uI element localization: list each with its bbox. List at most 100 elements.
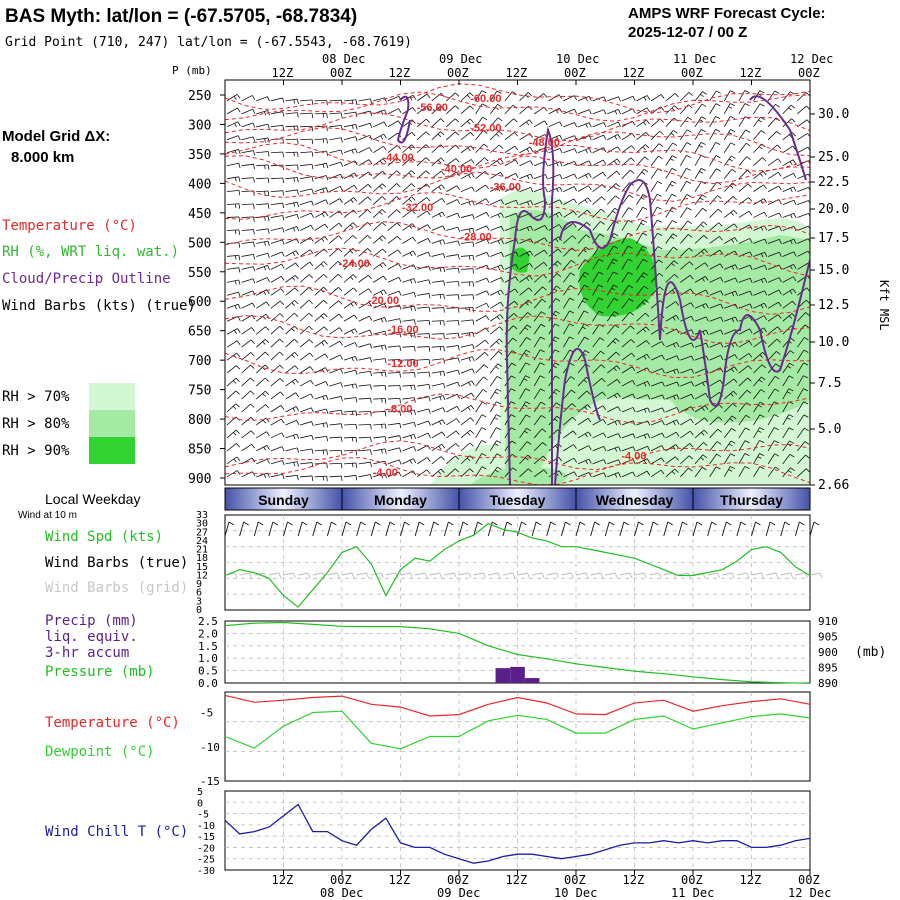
- barb-staff: [416, 251, 429, 257]
- wind-barb: [329, 368, 344, 374]
- barb-staff: [241, 203, 254, 205]
- barb-staff: [694, 342, 707, 348]
- barb-staff: [709, 103, 717, 115]
- barb-flag: [379, 211, 383, 215]
- wind-barb: [782, 375, 794, 387]
- wind-barb: [256, 177, 270, 184]
- barb-staff: [343, 148, 356, 154]
- wind-barb: [636, 445, 651, 452]
- barb-flag: [496, 427, 501, 431]
- wind-barb: [226, 93, 241, 102]
- wind-barb: [358, 410, 372, 417]
- barb-flag: [661, 354, 665, 360]
- barb-flag: [455, 430, 460, 435]
- barb-flag: [686, 180, 692, 184]
- barb-staff: [636, 407, 648, 413]
- barb-flag: [790, 91, 795, 95]
- barb-flag: [511, 440, 517, 444]
- wind-barb: [709, 466, 721, 478]
- barb-staff: [460, 172, 472, 180]
- barb-flag: [351, 125, 354, 130]
- barb-staff: [548, 161, 561, 167]
- barb-flag: [632, 393, 636, 399]
- barb-staff: [650, 394, 663, 400]
- barb-flag: [790, 337, 795, 342]
- grid-barb-staff: [649, 572, 660, 576]
- barb-flag: [409, 459, 413, 464]
- wind-barb: [490, 212, 504, 219]
- barb-staff: [517, 521, 522, 537]
- barb-staff: [533, 362, 541, 374]
- wind-barb: [504, 288, 519, 296]
- barb-flag: [454, 105, 460, 110]
- barb-flag: [643, 121, 647, 126]
- barb-flag: [252, 266, 256, 272]
- barb-flag: [326, 449, 328, 455]
- barb-staff: [226, 443, 237, 452]
- surface-wind-barb: [590, 521, 604, 579]
- wind-barb: [533, 455, 548, 465]
- wind-barb: [607, 446, 621, 452]
- barb-flag: [368, 288, 372, 293]
- barb-flag: [744, 466, 750, 469]
- barb-flag: [297, 164, 299, 170]
- barb-flag: [383, 289, 387, 295]
- barb-staff: [285, 177, 298, 180]
- wind-barb: [753, 302, 768, 309]
- barb-staff: [416, 469, 428, 478]
- barb-staff: [650, 233, 658, 244]
- barb-flag: [747, 183, 752, 188]
- barb-flag: [526, 324, 532, 329]
- wind-barb: [709, 222, 723, 231]
- barb-flag: [569, 297, 575, 301]
- barb-staff: [255, 364, 266, 374]
- barb-flag: [369, 329, 373, 335]
- wind-barb: [797, 250, 810, 257]
- barb-flag: [542, 286, 547, 291]
- barb-flag: [425, 131, 430, 136]
- barb-staff: [341, 521, 347, 537]
- barb-flag: [672, 220, 677, 224]
- wind-barb: [475, 389, 488, 400]
- barb-staff: [636, 119, 647, 128]
- wind-barb: [533, 323, 546, 335]
- barb-staff: [373, 317, 385, 322]
- isotherm-line: [225, 247, 810, 277]
- barb-flag: [440, 144, 445, 149]
- barb-flag: [804, 427, 809, 432]
- precip-tick-label: 1.5: [198, 640, 218, 653]
- barb-staff: [577, 122, 590, 128]
- grid-barb-flag: [439, 572, 443, 579]
- barb-flag: [691, 342, 695, 348]
- barb-staff: [314, 422, 327, 426]
- barb-flag: [803, 375, 809, 379]
- barb-flag: [370, 437, 372, 443]
- barb-staff: [680, 443, 691, 452]
- wind-barb: [636, 144, 650, 154]
- barb-staff: [314, 394, 327, 400]
- barb-staff: [431, 157, 442, 167]
- barb-flag: [676, 381, 680, 387]
- wind-tick-label: 6: [196, 588, 202, 599]
- barb-flag: [426, 469, 431, 474]
- pressure-axis: 2503003504004505005506006507007508008509…: [188, 89, 225, 487]
- barb-flag: [539, 349, 545, 353]
- barb-staff: [402, 250, 414, 257]
- wind-barb: [299, 407, 314, 413]
- barb-flag: [687, 220, 693, 225]
- barb-flag: [602, 159, 607, 165]
- barb-flag: [233, 380, 237, 384]
- barb-flag: [525, 375, 531, 379]
- barb-flag: [497, 214, 501, 219]
- barb-flag: [731, 265, 735, 270]
- barb-staff: [548, 470, 560, 478]
- barb-flag: [267, 253, 270, 259]
- barb-staff: [300, 125, 313, 128]
- barb-staff: [709, 222, 720, 231]
- barb-flag: [441, 431, 446, 437]
- barb-flag: [443, 307, 445, 313]
- barb-flag: [381, 345, 383, 350]
- barb-staff: [738, 365, 749, 374]
- barb-flag: [267, 151, 270, 157]
- barb-staff: [270, 138, 283, 141]
